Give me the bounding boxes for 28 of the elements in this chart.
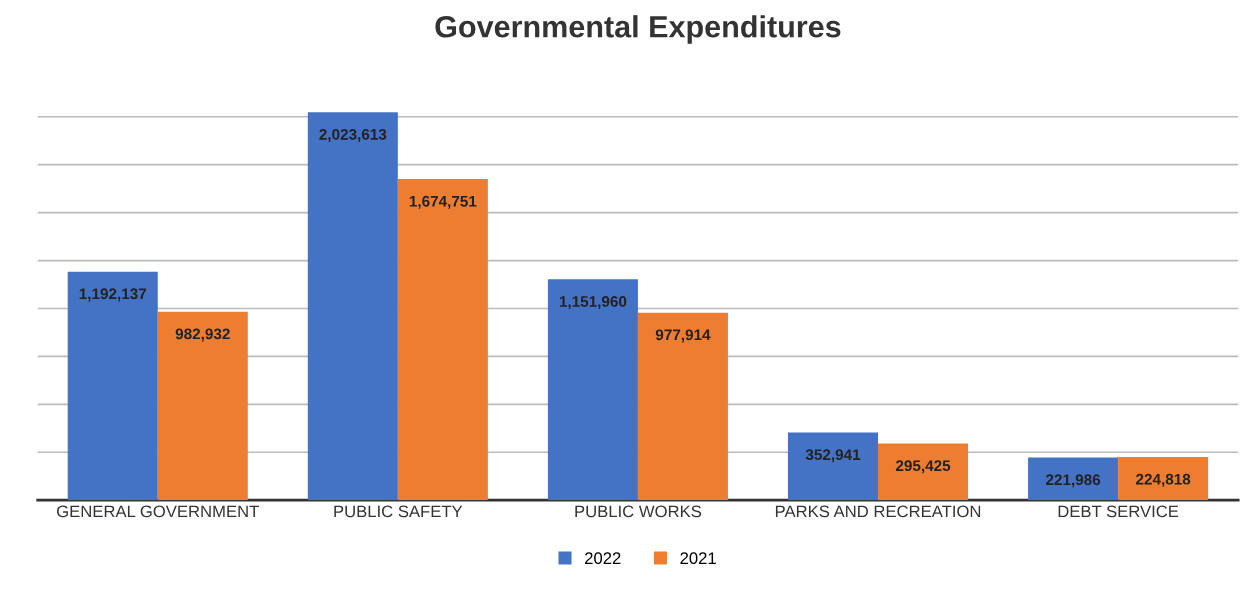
x-tick-label: PUBLIC SAFETY [334,505,463,518]
bar [307,112,398,501]
bar [1118,457,1209,501]
bar [878,443,969,501]
bar [547,279,638,501]
data-label: 982,932 [175,328,230,342]
data-label: 1,151,960 [559,296,627,310]
bar [637,312,728,501]
x-tick-label: PARKS AND RECREATION [775,505,981,518]
data-label: 977,914 [655,329,711,343]
data-label: 221,986 [1046,474,1101,488]
bar [67,271,158,501]
legend-label: 2022 [585,552,621,565]
bar [157,311,248,501]
data-label: 1,192,137 [79,288,147,302]
bar [1028,457,1119,501]
bar [787,432,879,501]
chart-title: Governmental Expenditures [435,15,841,44]
bar [397,179,488,501]
data-label: 2,023,613 [319,128,387,142]
legend-label: 2021 [680,552,716,565]
data-label: 1,674,751 [409,195,477,209]
x-tick-label: PUBLIC WORKS [575,505,702,518]
x-tick-label: GENERAL GOVERNMENT [57,505,259,518]
data-label: 352,941 [805,449,861,463]
data-label: 295,425 [895,460,951,474]
x-tick-label: DEBT SERVICE [1058,505,1179,518]
data-label: 224,818 [1136,473,1191,487]
